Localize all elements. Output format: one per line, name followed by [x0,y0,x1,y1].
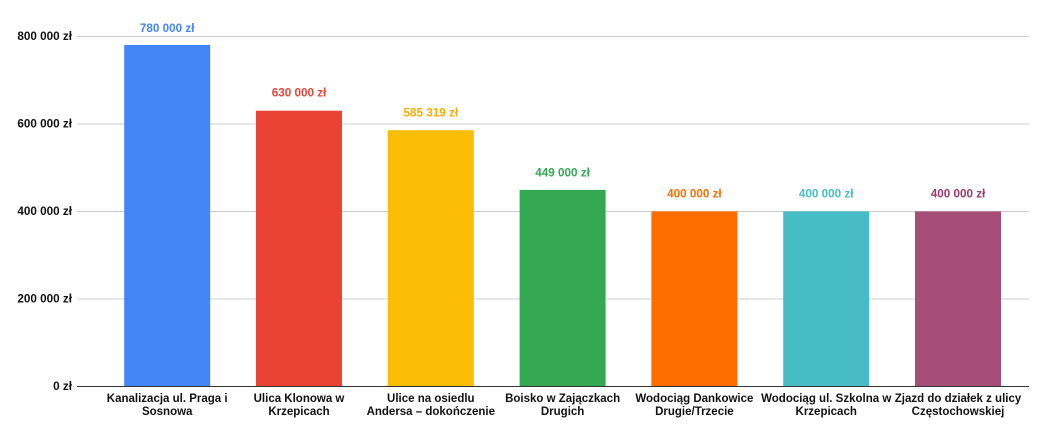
svg-text:800 000 zł: 800 000 zł [17,30,72,43]
svg-text:630 000 zł: 630 000 zł [272,86,327,99]
svg-text:200 000 zł: 200 000 zł [17,293,72,306]
svg-text:400 000 zł: 400 000 zł [799,187,854,200]
svg-text:400 000 zł: 400 000 zł [17,205,72,218]
svg-text:400 000 zł: 400 000 zł [667,187,722,200]
svg-text:780 000 zł: 780 000 zł [140,22,195,35]
svg-text:585 319 zł: 585 319 zł [404,106,459,119]
svg-text:449 000 zł: 449 000 zł [535,166,590,179]
svg-text:600 000 zł: 600 000 zł [17,118,72,131]
svg-text:400 000 zł: 400 000 zł [931,187,986,200]
svg-text:0 zł: 0 zł [53,380,73,393]
